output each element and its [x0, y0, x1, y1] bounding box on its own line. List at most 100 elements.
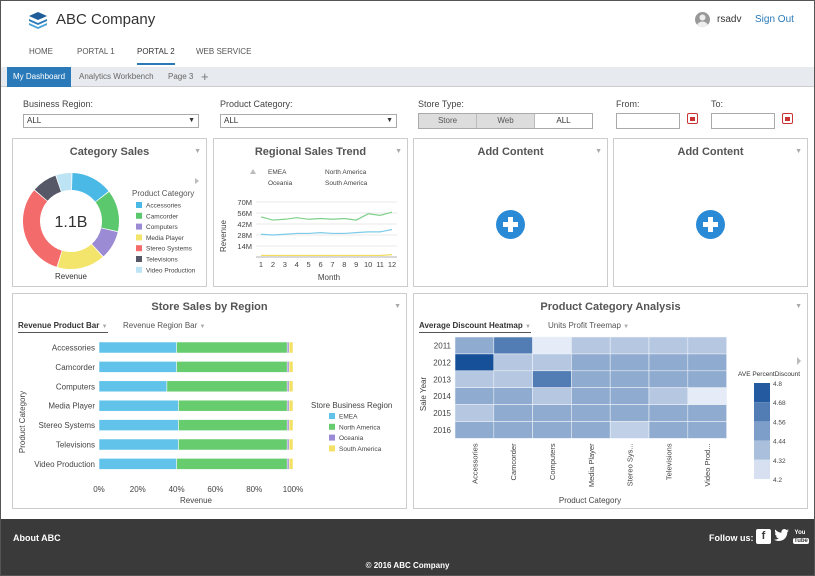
tab-revenue-region-bar[interactable]: Revenue Region Bar ▼	[123, 321, 205, 330]
bar-segment-oceania	[286, 399, 290, 412]
to-date-input[interactable]	[711, 113, 775, 129]
bar-segment-south-america	[288, 380, 294, 393]
legend-scroll-up-icon[interactable]	[250, 169, 256, 174]
panel-menu-icon[interactable]: ▼	[394, 303, 401, 310]
x-tick-label: 6	[318, 260, 322, 269]
x-tick-label: 9	[354, 260, 358, 269]
panel-menu-icon[interactable]: ▼	[595, 148, 602, 155]
heatmap-cell	[609, 421, 650, 439]
pie-center-label: 1.1B	[55, 214, 88, 231]
x-tick-label: 3	[283, 260, 287, 269]
legend-label: South America	[339, 446, 382, 453]
heatmap-cell	[609, 353, 650, 372]
heatmap-cell	[571, 421, 611, 439]
to-label: To:	[711, 99, 724, 109]
scale-step	[754, 402, 770, 422]
add-content-plus-icon[interactable]	[696, 210, 725, 239]
heatmap-cell	[687, 387, 727, 405]
panel-menu-icon[interactable]: ▼	[795, 148, 802, 155]
tab-units-profit-treemap-label: Units Profit Treemap	[548, 321, 621, 330]
pie-slice-accessories	[71, 173, 109, 202]
heatmap-cell	[493, 353, 533, 372]
calendar-icon[interactable]	[687, 113, 698, 124]
youtube-icon[interactable]: You Tube	[793, 530, 809, 544]
panel-menu-icon[interactable]: ▼	[795, 303, 802, 310]
nav-home[interactable]: HOME	[29, 47, 53, 56]
legend-label: Media Player	[146, 235, 185, 242]
add-content-plus-icon[interactable]	[496, 210, 525, 239]
business-region-value: ALL	[27, 116, 42, 125]
tab-average-discount-heatmap[interactable]: Average Discount Heatmap ▼	[419, 321, 531, 333]
bar-segment-emea	[98, 399, 179, 412]
bar-segment-emea	[98, 380, 168, 393]
heatmap-cell	[687, 421, 727, 439]
line-xlabel: Month	[318, 273, 340, 282]
bar-segment-north-america	[176, 361, 288, 373]
x-category-label: Media Player	[587, 443, 596, 487]
store-type-all[interactable]: ALL	[535, 114, 592, 128]
about-link[interactable]: About ABC	[13, 533, 61, 543]
add-content-title: Add Content	[677, 146, 744, 158]
category-analysis-chart: 2011 2012 2013 2014 2015 2016 Accessories Camc…	[419, 336, 801, 505]
facebook-icon[interactable]: f	[756, 529, 771, 544]
regional-trend-title: Regional Sales Trend	[254, 146, 367, 158]
add-tab-button[interactable]: +	[201, 69, 209, 84]
from-date-input[interactable]	[616, 113, 680, 129]
twitter-icon[interactable]	[774, 529, 789, 544]
legend-scroll-icon[interactable]	[797, 357, 801, 365]
heatmap-cell	[571, 387, 611, 405]
nav-web-service[interactable]: WEB SERVICE	[196, 47, 252, 56]
bar-segment-emea	[98, 458, 177, 470]
username[interactable]: rsadv	[717, 14, 742, 25]
legend-label: Oceania	[339, 435, 364, 442]
series-line-oceania	[260, 228, 393, 236]
store-type-store[interactable]: Store	[419, 114, 477, 128]
heatmap-cell	[571, 404, 611, 422]
filter-bar: Business Region: ALL ▼ Product Category:…	[1, 91, 814, 133]
user-avatar-icon[interactable]	[695, 12, 710, 27]
category-label: Accessories	[52, 344, 95, 353]
tab-revenue-product-bar[interactable]: Revenue Product Bar ▼	[18, 321, 108, 333]
chevron-down-icon: ▼	[386, 117, 393, 124]
product-category-select[interactable]: ALL ▼	[220, 114, 397, 128]
y-tick-label: 42M	[237, 220, 252, 229]
pie-slice-video-production	[56, 173, 72, 192]
nav-portal-2[interactable]: PORTAL 2	[137, 47, 175, 65]
category-label: Computers	[56, 382, 95, 391]
heatmap-cell	[609, 336, 650, 355]
sign-out-link[interactable]: Sign Out	[755, 14, 794, 25]
tab-average-discount-heatmap-label: Average Discount Heatmap	[419, 321, 523, 330]
tab-my-dashboard[interactable]: My Dashboard	[7, 67, 72, 87]
business-region-select[interactable]: ALL ▼	[23, 114, 199, 128]
bar-ylabel: Product Category	[18, 391, 27, 453]
bar-segment-emea	[98, 438, 179, 451]
heatmap-cell	[687, 370, 727, 389]
line-ylabel: Revenue	[219, 219, 228, 252]
series-line-north-america	[260, 211, 393, 221]
heatmap-cell	[571, 353, 611, 372]
heatmap-cell	[532, 336, 572, 355]
category-label: Camcorder	[55, 363, 95, 372]
y-tick-label: 14M	[237, 242, 252, 251]
tab-analytics-workbench[interactable]: Analytics Workbench	[79, 72, 154, 81]
category-analysis-title: Product Category Analysis	[540, 301, 681, 313]
from-label: From:	[616, 99, 640, 109]
store-type-web[interactable]: Web	[477, 114, 535, 128]
nav-portal-1[interactable]: PORTAL 1	[77, 47, 115, 56]
business-region-label: Business Region:	[23, 99, 94, 109]
heatmap-cell	[493, 370, 533, 389]
tab-units-profit-treemap[interactable]: Units Profit Treemap ▼	[548, 321, 629, 330]
legend-swatch	[136, 212, 142, 219]
panel-menu-icon[interactable]: ▼	[194, 148, 201, 155]
tab-page-3[interactable]: Page 3	[168, 72, 194, 81]
heatmap-cell	[454, 421, 495, 439]
legend-swatch	[136, 202, 142, 208]
product-category-label: Product Category:	[220, 99, 293, 109]
x-tick-label: 12	[388, 260, 396, 269]
panel-menu-icon[interactable]: ▼	[395, 148, 402, 155]
pie-slice-televisions	[34, 175, 61, 201]
x-category-label: Accessories	[470, 443, 479, 484]
calendar-icon[interactable]	[782, 113, 793, 124]
legend-scroll-icon[interactable]	[195, 178, 199, 184]
scale-tick-label: 4.32	[773, 458, 786, 465]
